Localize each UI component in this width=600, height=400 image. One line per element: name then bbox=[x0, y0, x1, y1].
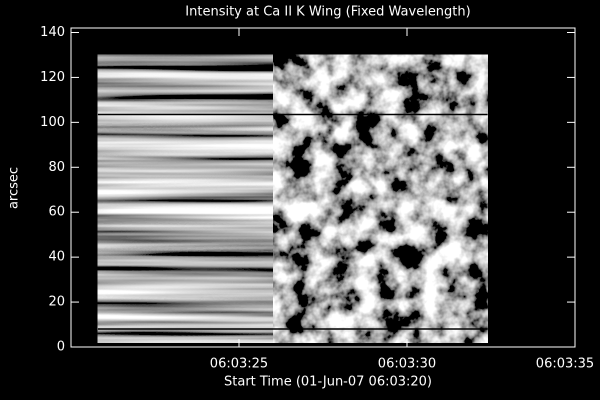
image-region bbox=[97, 54, 274, 343]
chart-title: Intensity at Ca II K Wing (Fixed Wavelen… bbox=[185, 5, 470, 20]
y-tick-label: 20 bbox=[48, 295, 65, 310]
x-tick-label: 06:03:35 bbox=[536, 357, 594, 372]
y-tick-label: 80 bbox=[48, 160, 65, 175]
y-tick-label: 120 bbox=[40, 70, 65, 85]
image-region bbox=[273, 54, 488, 343]
y-axis-label: arcsec bbox=[7, 167, 22, 209]
y-tick-label: 100 bbox=[40, 115, 65, 130]
x-tick-label: 06:03:30 bbox=[378, 357, 436, 372]
y-tick-label: 0 bbox=[57, 340, 65, 355]
y-tick-label: 140 bbox=[40, 25, 65, 40]
y-tick-label: 40 bbox=[48, 250, 65, 265]
x-axis-label: Start Time (01-Jun-07 06:03:20) bbox=[224, 375, 432, 390]
x-tick-label: 06:03:25 bbox=[210, 357, 268, 372]
y-tick-label: 60 bbox=[48, 205, 65, 220]
plot-frame bbox=[70, 27, 576, 348]
